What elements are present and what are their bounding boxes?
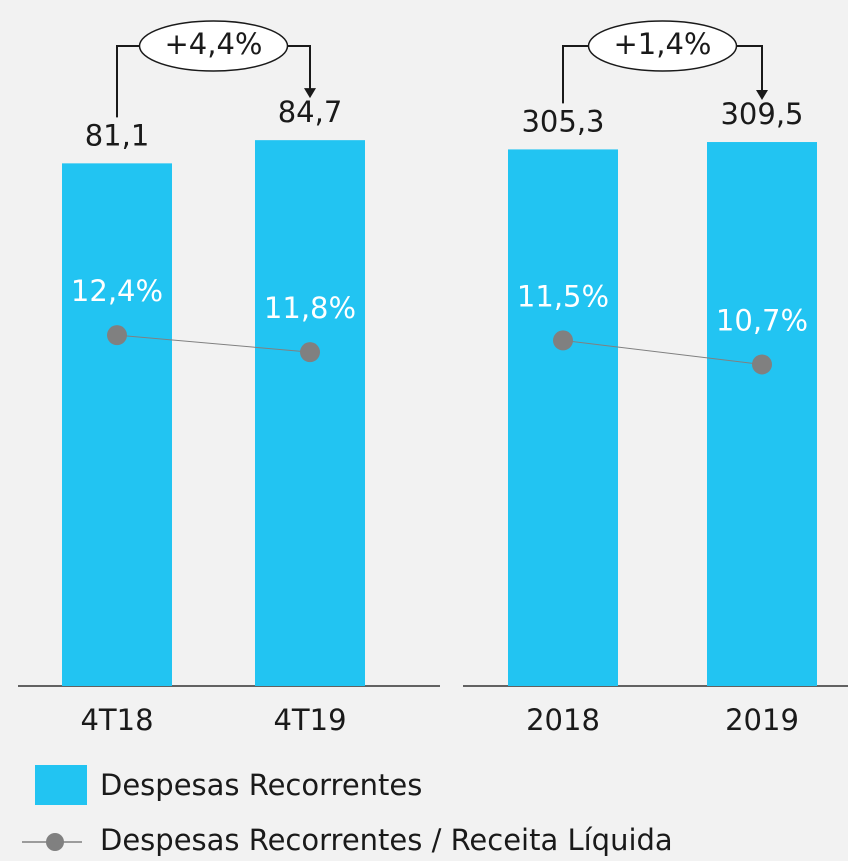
x-tick-label: 4T18 — [80, 703, 153, 737]
value-label: 81,1 — [85, 118, 150, 152]
arrow-head — [756, 90, 768, 101]
line-point — [300, 342, 320, 363]
legend-label: Despesas Recorrentes / Receita Líquida — [100, 823, 673, 857]
point-label: 11,5% — [517, 279, 609, 313]
point-label: 10,7% — [716, 303, 808, 337]
point-label: 12,4% — [71, 274, 163, 308]
x-tick-label: 2018 — [526, 703, 600, 737]
line — [116, 334, 311, 353]
line-point — [553, 330, 573, 351]
value-label: 305,3 — [521, 104, 604, 138]
arrow-head — [304, 88, 316, 99]
line-point — [752, 354, 772, 375]
legend-swatch — [35, 765, 87, 805]
x-tick-label: 4T19 — [273, 703, 346, 737]
legend-label: Despesas Recorrentes — [100, 768, 422, 802]
point-label: 11,8% — [264, 291, 356, 325]
annotation: +4,4% — [165, 27, 263, 61]
x-tick-label: 2019 — [725, 703, 799, 737]
value-label: 309,5 — [720, 97, 803, 131]
bar — [707, 142, 817, 687]
line — [562, 339, 763, 365]
annotation: +1,4% — [614, 27, 712, 61]
annotation-bubble — [587, 20, 738, 72]
value-label: 84,7 — [278, 95, 343, 129]
legend-dot — [46, 833, 64, 851]
line-point — [107, 325, 127, 346]
bar — [255, 140, 365, 687]
bar — [62, 163, 172, 686]
annotation-bubble — [138, 20, 289, 72]
bar — [508, 149, 618, 687]
